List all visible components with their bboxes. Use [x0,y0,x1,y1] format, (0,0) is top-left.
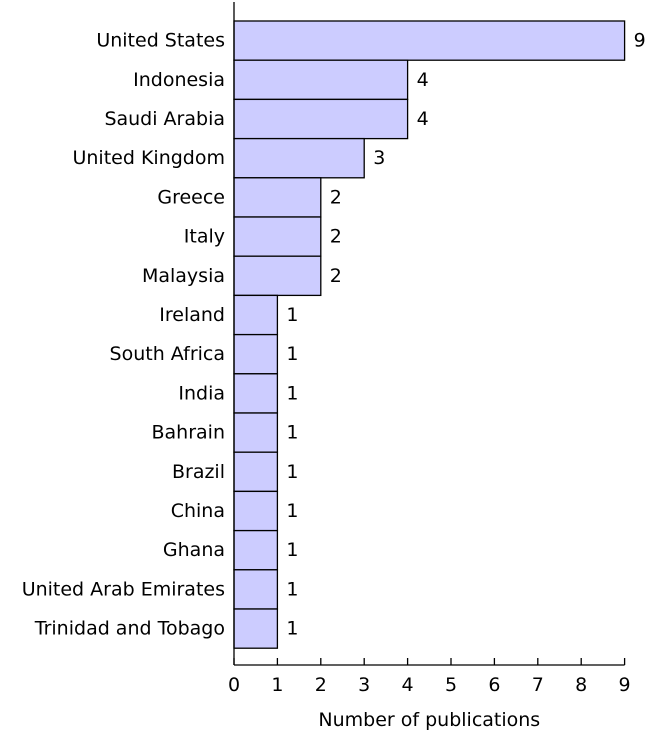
x-tick-label: 1 [271,674,283,696]
category-label: South Africa [110,343,225,365]
value-label: 1 [286,578,298,600]
value-label: 4 [417,69,429,91]
x-tick-label: 2 [315,674,327,696]
x-tick-label: 5 [445,674,457,696]
value-label: 2 [330,265,342,287]
x-tick-label: 0 [228,674,240,696]
category-label: Trinidad and Tobago [34,618,225,640]
value-labels-group: 9 4 4 3 2 2 2 1 1 1 1 1 1 1 1 1 [286,30,645,640]
bar [233,59,409,101]
bar [233,412,279,453]
category-label: Saudi Arabia [104,108,225,130]
x-tick-label: 3 [358,674,370,696]
value-label: 1 [286,304,298,326]
value-label: 1 [286,461,298,483]
category-label: Ireland [159,304,225,326]
value-label: 2 [330,186,342,208]
x-tick-label: 8 [575,674,587,696]
category-label: Brazil [172,461,225,483]
bar [233,333,279,375]
category-label: India [178,382,225,404]
category-label: United Kingdom [72,147,225,169]
bar [233,490,279,532]
bar [233,255,322,297]
category-label: Greece [157,186,225,208]
x-tick-label: 4 [402,674,414,696]
bar [233,569,279,610]
x-tick-label: 7 [532,674,544,696]
value-label: 1 [286,422,298,444]
value-label: 9 [634,30,646,52]
bar [233,451,279,493]
value-label: 3 [373,147,385,169]
category-label: Italy [184,226,225,248]
x-ticks-group: 0 1 2 3 4 5 6 7 8 9 [228,658,631,696]
value-label: 1 [286,500,298,522]
bar [233,294,279,336]
bar [233,216,322,257]
category-label: Bahrain [152,422,226,444]
bar [233,373,279,414]
x-tick-label: 6 [488,674,500,696]
bar [233,137,365,179]
bar [233,608,279,649]
x-axis-title: Number of publications [318,709,540,731]
bar [233,20,626,61]
value-label: 2 [330,226,342,248]
category-label: Indonesia [133,69,225,91]
bar [233,177,322,218]
bar [233,98,409,140]
category-label: Malaysia [142,265,225,287]
category-label: United States [96,30,225,52]
value-label: 1 [286,618,298,640]
bar [233,529,279,571]
value-label: 1 [286,539,298,561]
category-label: Ghana [163,539,225,561]
bars-group [233,20,626,649]
value-label: 1 [286,382,298,404]
value-label: 1 [286,343,298,365]
category-labels-group: United States Indonesia Saudi Arabia United… [22,30,225,640]
value-label: 4 [417,108,429,130]
category-label: United Arab Emirates [22,578,225,600]
category-label: China [171,500,225,522]
x-tick-label: 9 [619,674,631,696]
